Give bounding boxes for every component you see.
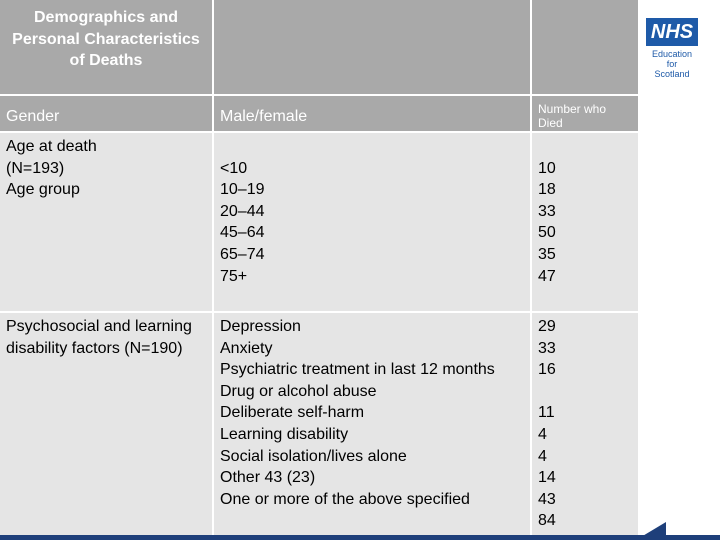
age-at-death-label: Age at death (N=193) Age group — [0, 133, 212, 311]
header-cell-blank-2 — [214, 0, 530, 94]
gender-label: Gender — [0, 96, 212, 131]
gender-value: Male/female — [214, 96, 530, 131]
footer-bar — [0, 535, 720, 540]
header-cell-blank-3 — [532, 0, 638, 94]
psychosocial-counts-list: 29 33 16 11 4 4 14 43 84 — [532, 313, 638, 535]
number-who-died-header: Number who Died — [532, 96, 638, 131]
psychosocial-factors-list: Depression Anxiety Psychiatric treatment… — [214, 313, 530, 535]
age-counts-list: 10 18 33 50 35 47 — [532, 133, 638, 311]
demographics-table: Demographics and Personal Characteristic… — [0, 0, 638, 535]
psychosocial-label: Psychosocial and learning disability fac… — [0, 313, 212, 535]
age-groups-list: <10 10–19 20–44 45–64 65–74 75+ — [214, 133, 530, 311]
header-cell-demographics: Demographics and Personal Characteristic… — [0, 0, 212, 94]
nhs-education-scotland-logo: NHS Education for Scotland — [640, 18, 704, 79]
nhs-logo-mark: NHS — [646, 18, 698, 46]
nhs-logo-subtitle: Education for Scotland — [651, 49, 693, 79]
